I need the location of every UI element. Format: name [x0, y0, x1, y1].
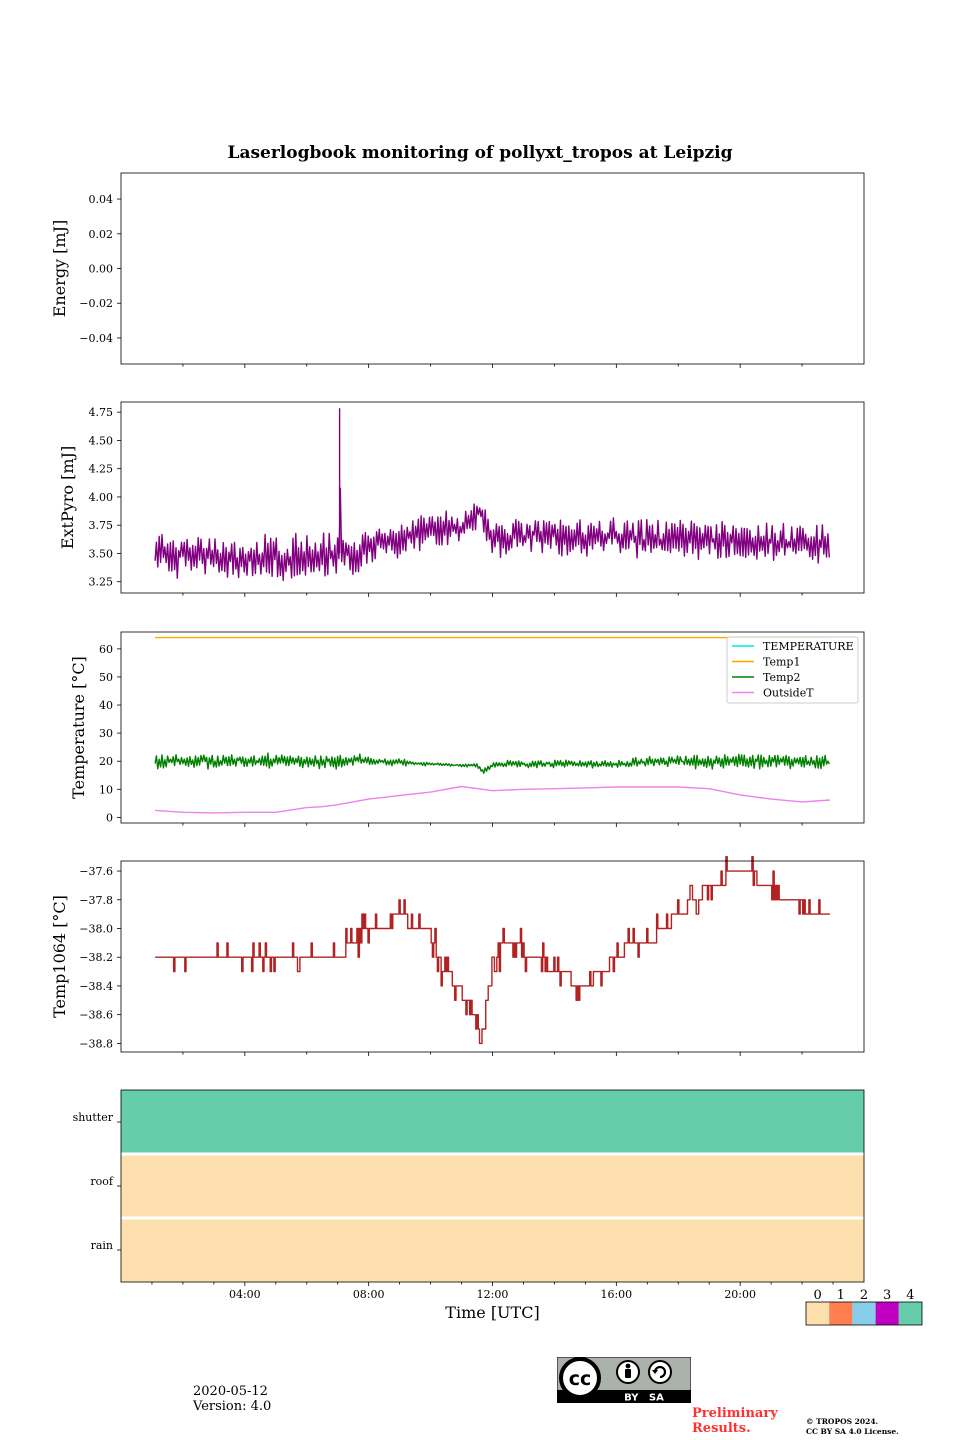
y-tick-label: 10	[99, 783, 113, 796]
x-tick-label: 12:00	[477, 1288, 509, 1301]
y-tick-label: 0	[106, 811, 113, 824]
legend-entry: Temp1	[763, 656, 800, 669]
colorbar-segment-2	[852, 1302, 876, 1325]
y-tick-label: −37.8	[79, 894, 113, 907]
colorbar-tick-label: 1	[837, 1288, 845, 1303]
heatmap-row-roof	[121, 1154, 864, 1218]
colorbar-segment-3	[875, 1302, 899, 1325]
x-tick-label: 04:00	[229, 1288, 261, 1301]
colorbar-tick-label: 0	[813, 1288, 821, 1303]
series-line-temp1064	[155, 856, 830, 1045]
x-tick-label: 08:00	[353, 1288, 385, 1301]
figure-title: Laserlogbook monitoring of pollyxt_tropo…	[227, 143, 732, 163]
heatmap-row-shutter	[121, 1090, 864, 1154]
y-axis-label: Temperature [°C]	[69, 656, 88, 799]
series-line-outsidet	[155, 785, 830, 814]
date-label: 2020-05-12	[193, 1384, 268, 1399]
legend-box	[726, 636, 859, 704]
y-tick-label: 20	[99, 755, 113, 768]
y-tick-label: −38.4	[79, 980, 113, 993]
y-tick-label: 0.04	[89, 193, 114, 206]
legend-entry: OutsideT	[763, 687, 814, 700]
colorbar-segment-4	[898, 1302, 922, 1325]
preliminary-line-2: Results.	[692, 1421, 751, 1436]
preliminary-line-1: Preliminary	[692, 1406, 778, 1421]
y-tick-label: 4.00	[89, 491, 114, 504]
x-tick-label: 16:00	[600, 1288, 632, 1301]
by-icon	[616, 1360, 640, 1384]
version-label: Version: 4.0	[193, 1399, 272, 1414]
colorbar-frame	[805, 1301, 923, 1326]
y-tick-label: −38.6	[79, 1009, 113, 1022]
y-tick-label: −38.0	[79, 922, 113, 935]
y-tick-label: 40	[99, 699, 113, 712]
y-tick-label: −38.2	[79, 951, 113, 964]
y-tick-label: 3.75	[89, 519, 114, 532]
panel-1: 3.25 3.50 3.75 4.00 4.25 4.50 4.75 ExtPyro [mJ]	[58, 401, 865, 597]
panel-0: 0.04 0.02 0.00 −0.02 −0.04 Energy [mJ]	[50, 172, 865, 368]
series-line-temp2	[154, 752, 830, 774]
legend-entry: Temp2	[763, 671, 800, 684]
panel-2: 0 10 20 30 40 50 60 Temperature [°C] TEMPERATURE…	[69, 631, 865, 827]
y-tick-label: −38.8	[79, 1037, 113, 1050]
x-tick-label: 20:00	[724, 1288, 756, 1301]
copyright-line-1: © TROPOS 2024.	[806, 1417, 879, 1426]
panel-status-heatmap: shutter roof rain 04:00 08:00 12:00 16:00 20:00…	[73, 1089, 923, 1326]
y-tick-label: 3.25	[89, 576, 114, 589]
legend-entry: TEMPERATURE	[763, 640, 854, 653]
colorbar-tick-label: 4	[906, 1288, 914, 1303]
axes-frame	[120, 172, 865, 365]
y-tick-label: −37.6	[79, 865, 113, 878]
colorbar-segment-0	[806, 1302, 830, 1325]
x-axis-label: Time [UTC]	[445, 1303, 539, 1322]
panel-3: −37.6 −37.8 −38.0 −38.2 −38.4 −38.6 −38.8 Temp1…	[50, 856, 865, 1056]
y-tick-label: 60	[99, 643, 113, 656]
heatmap-row-label: rain	[91, 1239, 113, 1252]
footer-date-block: 2020-05-12 Version: 4.0	[193, 1384, 271, 1414]
y-tick-label: 0.02	[89, 228, 114, 241]
sa-icon	[648, 1360, 672, 1384]
y-tick-label: 4.75	[89, 406, 114, 419]
cc-badge-text: BY SA	[624, 1393, 664, 1404]
y-tick-label: 3.50	[89, 547, 114, 560]
y-tick-label: 50	[99, 671, 113, 684]
y-axis-label: Temp1064 [°C]	[50, 895, 69, 1018]
y-tick-label: −0.04	[79, 332, 113, 345]
colorbar-tick-label: 2	[860, 1288, 868, 1303]
y-tick-label: 0.00	[89, 263, 114, 276]
colorbar-segment-1	[829, 1302, 853, 1325]
svg-text:cc: cc	[569, 1368, 592, 1390]
heatmap-row-label: shutter	[73, 1111, 114, 1124]
y-tick-label: 4.25	[89, 463, 114, 476]
plot-panels: 0.04 0.02 0.00 −0.02 −0.04 Energy [mJ] 3.25 3.5…	[50, 172, 923, 1326]
preliminary-results: Preliminary Results.	[692, 1406, 778, 1436]
colorbar-tick-label: 3	[883, 1288, 891, 1303]
cc-license-badge: cc BY SA	[557, 1357, 691, 1403]
series-line-extpyro	[154, 408, 830, 582]
y-tick-label: 30	[99, 727, 113, 740]
heatmap-row-label: roof	[90, 1175, 114, 1188]
heatmap-row-rain	[121, 1218, 864, 1282]
y-axis-label: Energy [mJ]	[50, 220, 69, 318]
y-tick-label: 4.50	[89, 434, 114, 447]
y-tick-label: −0.02	[79, 297, 113, 310]
cc-icon: cc	[559, 1357, 601, 1399]
copyright-line-2: CC BY SA 4.0 License.	[806, 1427, 899, 1436]
y-axis-label: ExtPyro [mJ]	[58, 446, 77, 549]
copyright-notice: © TROPOS 2024. CC BY SA 4.0 License.	[806, 1417, 899, 1437]
